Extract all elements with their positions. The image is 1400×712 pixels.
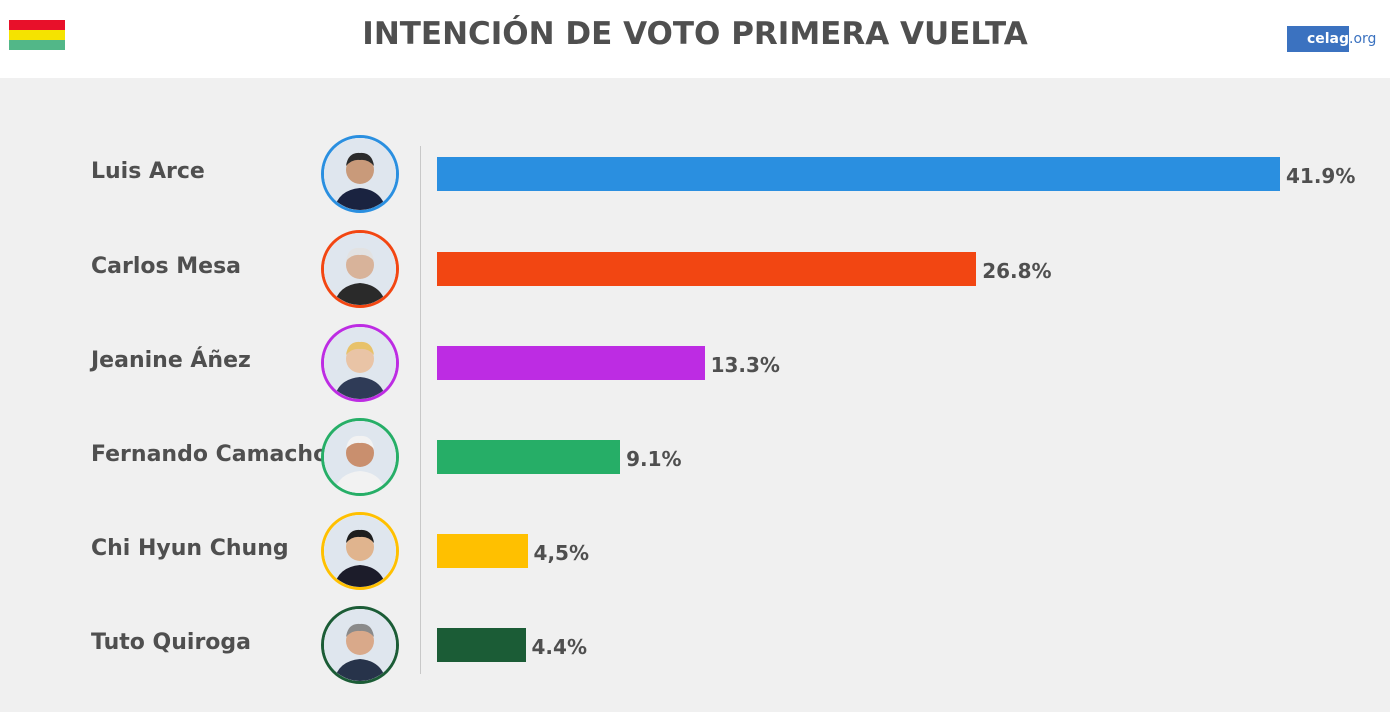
candidate-photo-icon [321,324,399,402]
data-bar [437,252,977,286]
data-bar [437,628,526,662]
header: INTENCIÓN DE VOTO PRIMERA VUELTA celag.o… [0,0,1390,78]
celag-logo[interactable]: celag.org [1287,26,1376,52]
data-label: 26.8% [982,259,1052,283]
candidate-photo-icon [321,230,399,308]
data-bar [437,157,1280,191]
candidate-name: Luis Arce [91,159,205,184]
candidate-name: Fernando Camacho [91,442,329,467]
data-bar [437,440,621,474]
flag-stripe-red [9,20,65,30]
data-label: 4,5% [533,541,589,565]
candidate-photo-icon [321,418,399,496]
data-bar [437,346,705,380]
axis-line [420,146,421,674]
candidate-photo-icon [321,606,399,684]
data-bar [437,534,528,568]
right-edge [1390,0,1400,712]
flag-stripe-green [9,40,65,50]
data-label: 41.9% [1286,164,1356,188]
candidate-name: Tuto Quiroga [91,630,252,655]
candidate-name: Carlos Mesa [91,254,242,279]
candidate-name: Jeanine Áñez [91,348,251,373]
logo-suffix: .org [1349,31,1377,47]
flag-stripe-yellow [9,30,65,40]
candidate-photo-icon [321,512,399,590]
data-label: 4.4% [531,635,587,659]
data-label: 9.1% [626,447,682,471]
chart-title: INTENCIÓN DE VOTO PRIMERA VUELTA [362,16,1028,52]
candidate-photo-icon [321,135,399,213]
data-label: 13.3% [710,353,780,377]
logo-main: celag [1287,26,1349,52]
candidate-name: Chi Hyun Chung [91,536,289,561]
bolivia-flag-icon [9,20,65,50]
